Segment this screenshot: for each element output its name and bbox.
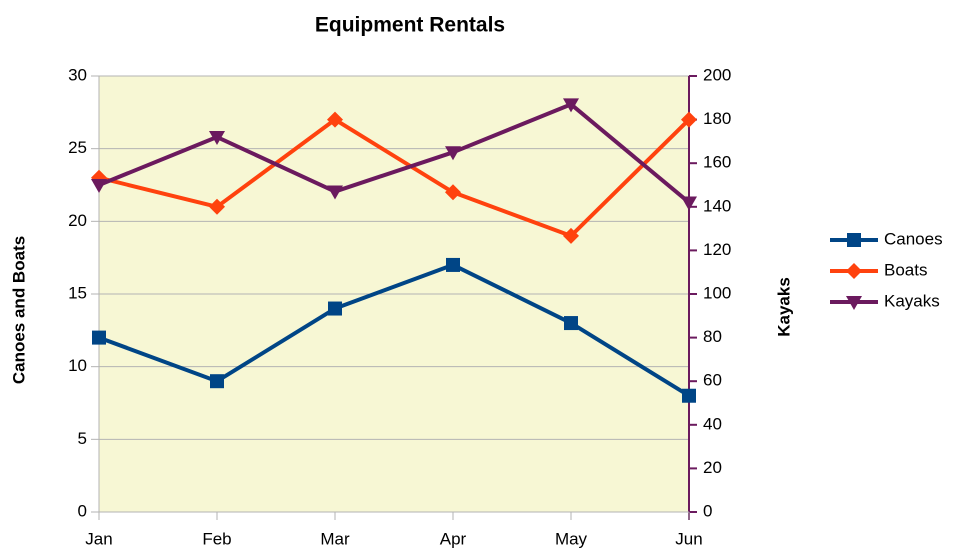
series-line <box>98 262 691 398</box>
y-tick-label: 20 <box>68 211 87 230</box>
marker <box>91 179 107 193</box>
y2-tick-label: 180 <box>703 109 731 128</box>
y2-tick-label: 40 <box>703 414 722 433</box>
marker <box>564 316 578 331</box>
marker <box>327 111 343 128</box>
y2-tick-label: 20 <box>703 458 722 477</box>
marker <box>563 98 579 113</box>
y-tick-label: 30 <box>68 65 87 84</box>
y2-tick-label: 200 <box>703 65 731 84</box>
marker <box>328 301 342 316</box>
y2-tick-label: 60 <box>703 371 722 390</box>
y-tick-label: 0 <box>78 501 87 520</box>
marker <box>445 184 461 201</box>
y2-tick-label: 0 <box>703 501 712 520</box>
x-tick-label: Apr <box>440 529 467 548</box>
y2-tick-label: 100 <box>703 283 731 302</box>
y-tick-label: 25 <box>68 138 87 157</box>
y2-tick-label: 140 <box>703 196 731 215</box>
x-tick-label: Mar <box>320 529 350 548</box>
legend-label: Canoes <box>884 229 943 248</box>
y-tick-label: 10 <box>68 356 87 375</box>
x-tick-label: Jan <box>85 529 112 548</box>
y2-tick-label: 120 <box>703 240 731 259</box>
marker <box>446 257 460 272</box>
x-tick-label: May <box>555 529 588 548</box>
series-line <box>98 102 691 204</box>
marker <box>681 111 697 128</box>
x-tick-label: Feb <box>202 529 231 548</box>
x-tick-label: Jun <box>675 529 702 548</box>
marker <box>681 196 697 211</box>
marker <box>846 296 862 310</box>
marker <box>445 146 461 161</box>
y2-axis-label: Kayaks <box>774 277 793 337</box>
series-line <box>98 117 691 238</box>
y-tick-label: 5 <box>78 429 87 448</box>
y-axis-label: Canoes and Boats <box>9 236 28 384</box>
y-tick-label: 15 <box>68 283 87 302</box>
marker <box>563 227 579 244</box>
marker <box>210 374 224 389</box>
legend-label: Boats <box>884 260 927 279</box>
legend-label: Kayaks <box>884 291 940 310</box>
marker <box>846 263 862 279</box>
marker <box>92 330 106 345</box>
marker <box>209 198 225 215</box>
chart-title: Equipment Rentals <box>315 14 505 37</box>
marker <box>847 233 861 247</box>
y2-tick-label: 160 <box>703 153 731 172</box>
y2-tick-label: 80 <box>703 327 722 346</box>
marker <box>209 131 225 146</box>
marker <box>682 388 696 403</box>
marker <box>327 185 343 200</box>
